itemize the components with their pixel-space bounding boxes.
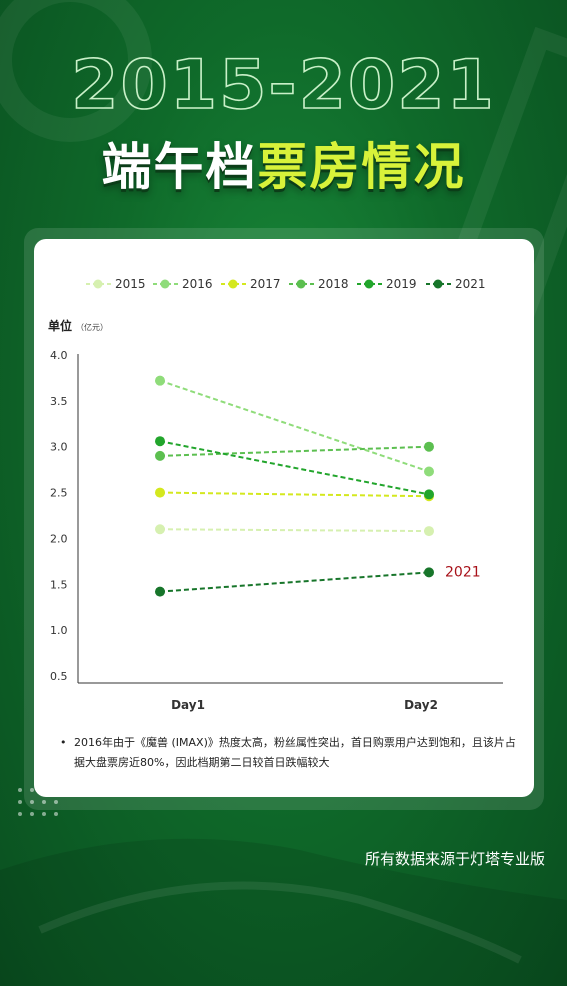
data-point [424,489,434,500]
y-tick-label: 3.0 [50,441,68,454]
x-tick-labels: Day1 Day2 [171,698,438,712]
legend-swatch-marker [364,279,374,289]
y-tick-label: 1.0 [50,624,68,637]
series-2016 [155,375,434,477]
series-line [159,445,430,457]
series-2015 [155,524,434,537]
data-point [155,524,165,535]
data-point [155,586,165,597]
data-point [424,526,434,537]
footnote-bullet: • [60,736,67,749]
title-years: 2015-2021 [70,46,496,125]
legend-swatch-marker [296,279,306,289]
data-point [424,567,434,578]
footnote-text: 2016年由于《魔兽 (IMAX)》热度太高，粉丝属性突出，首日购票用户达到饱和… [74,736,516,769]
series-layer [155,375,434,597]
legend-item: 2018 [289,277,349,291]
data-source: 所有数据来源于灯塔专业版 [364,850,545,868]
legend-label: 2015 [115,277,146,291]
legend-label: 2016 [182,277,213,291]
legend-label: 2017 [250,277,281,291]
page-title: 端午档票房情况 [0,142,567,192]
footnote: • 2016年由于《魔兽 (IMAX)》热度太高，粉丝属性突出，首日购票用户达到… [60,733,520,773]
legend-swatch-marker [228,279,238,289]
legend-label: 2018 [318,277,349,291]
legend-swatch-marker [433,279,443,289]
data-point [155,487,165,498]
data-point [424,466,434,477]
legend-label: 2019 [386,277,417,291]
series-2019 [155,436,434,500]
series-2018 [155,441,434,461]
data-point [155,436,165,447]
x-tick-label: Day1 [171,698,205,712]
series-2021 [155,567,434,597]
title-part2: 票房情况 [257,138,466,196]
y-tick-label: 1.5 [50,578,68,591]
y-tick-label: 2.5 [50,487,68,500]
y-tick-label: 0.5 [50,670,68,683]
legend-swatch-marker [160,279,170,289]
legend-label: 2021 [455,277,486,291]
series-2017 [155,487,434,502]
legend-item: 2019 [357,277,417,291]
series-line [159,440,430,496]
legend-swatch-marker [93,279,103,289]
y-tick-labels: 4.0 3.5 3.0 2.5 2.0 1.5 1.0 0.5 [50,349,68,683]
data-point [155,375,165,386]
y-axis-unit: （亿元） [76,322,108,332]
data-point [424,441,434,452]
legend-item: 2015 [86,277,146,291]
series-annotation-2021: 2021 [445,564,481,580]
y-tick-label: 3.5 [50,395,68,408]
legend-item: 2017 [221,277,281,291]
data-point [155,450,165,461]
chart-legend: 2015 2016 2017 2018 2019 2021 [86,277,486,291]
y-tick-label: 2.0 [50,532,68,545]
series-line [159,571,430,593]
series-line [159,528,430,533]
series-line [159,379,430,473]
y-tick-label: 4.0 [50,349,68,362]
y-axis-label: 单位 [48,318,72,333]
chart-card [34,239,534,797]
legend-item: 2021 [426,277,486,291]
legend-item: 2016 [153,277,213,291]
series-line [159,491,430,498]
title-part1: 端午档 [101,138,258,196]
x-tick-label: Day2 [404,698,438,712]
